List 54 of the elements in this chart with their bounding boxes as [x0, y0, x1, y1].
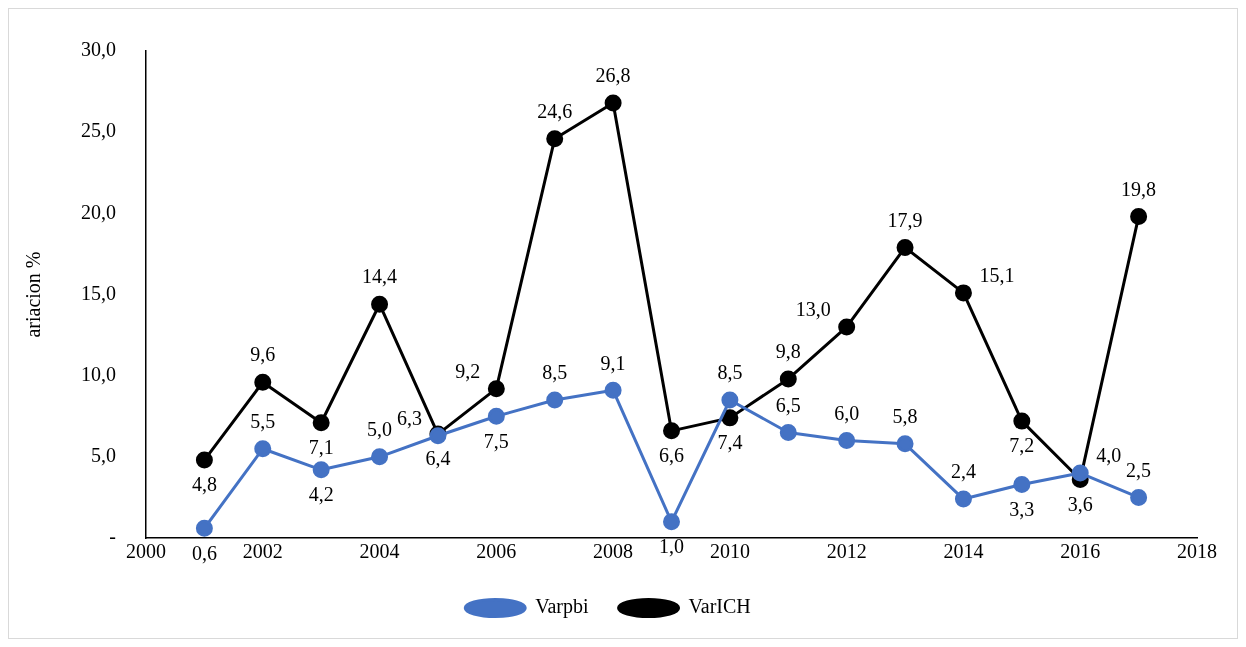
data-label: 8,5	[717, 361, 743, 384]
y-tick-label: 30,0	[81, 38, 116, 61]
data-label: 2,5	[1126, 458, 1152, 481]
x-tick-label: 2016	[1060, 540, 1101, 563]
data-label: 19,8	[1121, 177, 1157, 200]
data-label: 5,0	[367, 418, 393, 441]
y-tick-label: -	[109, 525, 116, 548]
legend-label: VarICH	[688, 595, 751, 618]
data-label: 9,1	[600, 351, 626, 374]
data-label: 6,4	[425, 447, 451, 470]
data-label: 2,4	[950, 460, 976, 483]
data-label: 0,6	[191, 541, 217, 564]
data-label: 15,1	[979, 264, 1015, 287]
x-tick-label: 2008	[593, 540, 634, 563]
x-tick-label: 2018	[1177, 540, 1217, 563]
y-axis-title: ariacion %	[22, 251, 45, 338]
x-tick-label: 2010	[709, 540, 750, 563]
data-label: 6,3	[396, 406, 422, 429]
x-tick-label: 2006	[476, 540, 517, 563]
y-tick-label: 20,0	[81, 200, 116, 223]
y-tick-label: 15,0	[81, 281, 116, 304]
data-label: 14,4	[362, 265, 398, 288]
data-label: 7,2	[1009, 434, 1035, 457]
data-label: 6,6	[659, 444, 684, 467]
data-label: 9,2	[455, 359, 481, 382]
data-label: 1,0	[659, 535, 684, 558]
data-label: 4,8	[191, 473, 217, 496]
data-label: 6,5	[775, 393, 801, 416]
x-tick-label: 2000	[126, 540, 166, 563]
data-label: 13,0	[795, 298, 831, 321]
data-label: 17,9	[887, 208, 923, 231]
x-tick-label: 2002	[242, 540, 283, 563]
data-label: 9,6	[250, 343, 276, 366]
data-label: 9,8	[775, 340, 801, 363]
x-tick-label: 2012	[826, 540, 867, 563]
data-label: 7,1	[308, 435, 334, 458]
x-tick-label: 2004	[359, 540, 400, 563]
data-label: 3,6	[1067, 492, 1093, 515]
data-label: 7,4	[717, 431, 743, 454]
data-label: 6,0	[834, 401, 860, 424]
data-label: 7,5	[483, 429, 509, 452]
data-label: 24,6	[537, 99, 573, 122]
y-tick-label: 25,0	[81, 119, 116, 142]
data-label: 8,5	[542, 361, 568, 384]
data-label: 5,5	[250, 409, 276, 432]
data-label: 5,8	[892, 405, 918, 428]
x-tick-label: 2014	[943, 540, 984, 563]
data-label: 4,2	[308, 483, 334, 506]
y-tick-label: 5,0	[91, 444, 116, 467]
data-label: 26,8	[595, 64, 631, 87]
data-label: 4,0	[1096, 444, 1122, 467]
data-label: 3,3	[1009, 497, 1035, 520]
y-tick-label: 10,0	[81, 362, 116, 385]
legend-label: Varpbi	[535, 595, 589, 619]
